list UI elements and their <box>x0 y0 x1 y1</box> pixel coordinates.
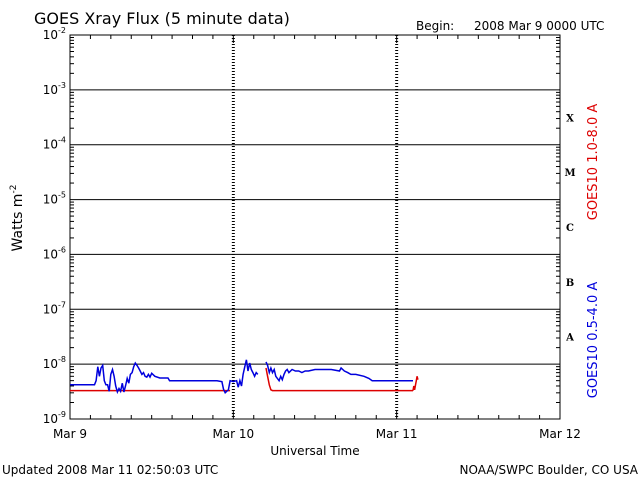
y-tick-exponent: -8 <box>58 355 66 364</box>
y-tick-label: 10-7 <box>43 300 66 316</box>
flare-class-label: B <box>566 278 574 289</box>
y-tick-label: 10-2 <box>43 26 66 42</box>
x-tick-label: Mar 9 <box>53 427 87 441</box>
series-layer <box>70 359 419 395</box>
y-tick-label: 10-4 <box>43 136 66 152</box>
series-line-1-segment-0 <box>70 359 259 395</box>
begin-value: 2008 Mar 9 0000 UTC <box>474 19 604 33</box>
plot-area <box>69 34 561 420</box>
y-tick-label: 10-6 <box>43 245 66 261</box>
y-tick-exponent: -9 <box>58 410 66 419</box>
y-tick-label: 10-5 <box>43 191 66 207</box>
y-tick-exponent: -2 <box>58 26 66 35</box>
grid-layer <box>70 35 560 419</box>
flare-class-label: M <box>564 168 575 179</box>
y-tick-base: 10 <box>43 193 58 207</box>
y-tick-exponent: -5 <box>58 191 66 200</box>
series-line-0-segment-2 <box>412 376 419 391</box>
flare-class-label: X <box>566 113 574 124</box>
y-tick-base: 10 <box>43 247 58 261</box>
y-tick-exponent: -6 <box>58 245 66 254</box>
y-tick-exponent: -7 <box>58 300 66 309</box>
y-axis-title-exp: -2 <box>9 185 19 194</box>
x-tick-label: Mar 12 <box>539 427 581 441</box>
y-tick-label: 10-9 <box>43 410 66 426</box>
y-tick-label: 10-8 <box>43 355 66 371</box>
series-label-short: GOES10 0.5-4.0 A <box>586 282 601 399</box>
series-line-1-segment-1 <box>265 361 413 383</box>
flare-class-layer: A B C M X <box>564 113 575 343</box>
series-label-long: GOES10 1.0-8.0 A <box>586 104 601 221</box>
x-tick-label: Mar 10 <box>212 427 254 441</box>
y-tick-base: 10 <box>43 357 58 371</box>
y-tick-exponent: -3 <box>58 81 66 90</box>
y-tick-base: 10 <box>43 302 58 316</box>
y-tick-base: 10 <box>43 412 58 426</box>
y-tick-base: 10 <box>43 83 58 97</box>
y-tick-base: 10 <box>43 28 58 42</box>
flare-class-label: C <box>566 223 574 234</box>
y-tick-exponent: -4 <box>58 136 66 145</box>
chart-title: GOES Xray Flux (5 minute data) <box>34 9 290 28</box>
flare-class-label: A <box>565 333 574 344</box>
y-axis-title-text: Watts m <box>10 194 26 252</box>
x-tick-label: Mar 11 <box>376 427 418 441</box>
credit-text: NOAA/SWPC Boulder, CO USA <box>460 463 639 477</box>
series-line-0-segment-1 <box>265 367 413 392</box>
x-axis-title: Universal Time <box>270 444 359 458</box>
updated-timestamp: Updated 2008 Mar 11 02:50:03 UTC <box>2 463 218 477</box>
y-tick-label: 10-3 <box>43 81 66 97</box>
begin-label: Begin: <box>416 19 454 33</box>
y-tick-base: 10 <box>43 138 58 152</box>
svg-text:Watts m-2: Watts m-2 <box>9 185 26 252</box>
y-axis-title: Watts m-2 <box>9 185 26 252</box>
